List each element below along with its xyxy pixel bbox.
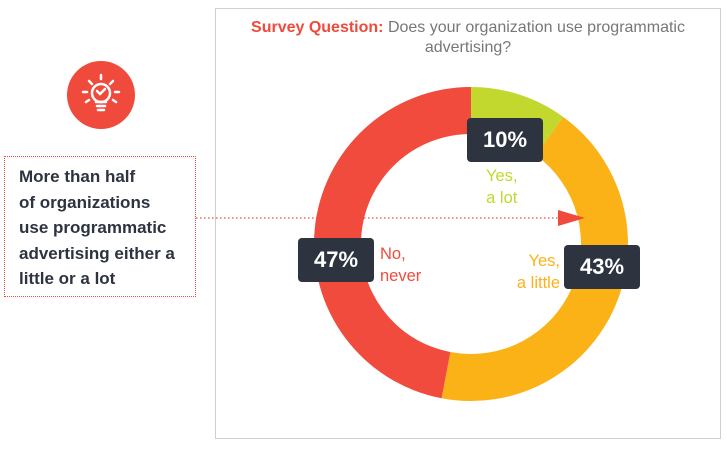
label-line: Yes, xyxy=(486,167,518,185)
title-question: Does your organization use programmatic … xyxy=(387,19,685,56)
arrow-head-icon xyxy=(558,210,585,226)
label-line: never xyxy=(380,267,422,285)
lightbulb-check-icon xyxy=(67,61,135,129)
slice-label-no-never: No, never xyxy=(380,243,421,287)
callout-line: advertising either a xyxy=(19,243,175,263)
chart-title: Survey Question: Does your organization … xyxy=(215,18,721,58)
slice-yes-a-little xyxy=(441,116,628,402)
callout-box: More than half of organizations use prog… xyxy=(4,156,196,297)
label-line: a little xyxy=(516,274,560,292)
callout-line: little or a lot xyxy=(19,269,116,288)
callout-line: of organizations xyxy=(19,192,151,212)
data-label-no-never: 47% xyxy=(298,238,374,282)
data-label-yes-a-little: 43% xyxy=(564,245,640,289)
slice-no-never xyxy=(314,87,471,399)
label-line: No, xyxy=(380,245,406,263)
slice-label-yes-a-lot: Yes, a lot xyxy=(486,165,518,209)
callout-line: use programmatic xyxy=(19,218,167,237)
title-prefix: Survey Question: xyxy=(251,19,384,36)
callout-line: More than half xyxy=(19,167,136,186)
label-line: Yes, xyxy=(528,252,560,270)
chart-panel xyxy=(215,8,721,439)
data-label-yes-a-lot: 10% xyxy=(467,118,543,162)
slice-label-yes-a-little: Yes, a little xyxy=(502,250,560,294)
label-line: a lot xyxy=(486,189,518,207)
